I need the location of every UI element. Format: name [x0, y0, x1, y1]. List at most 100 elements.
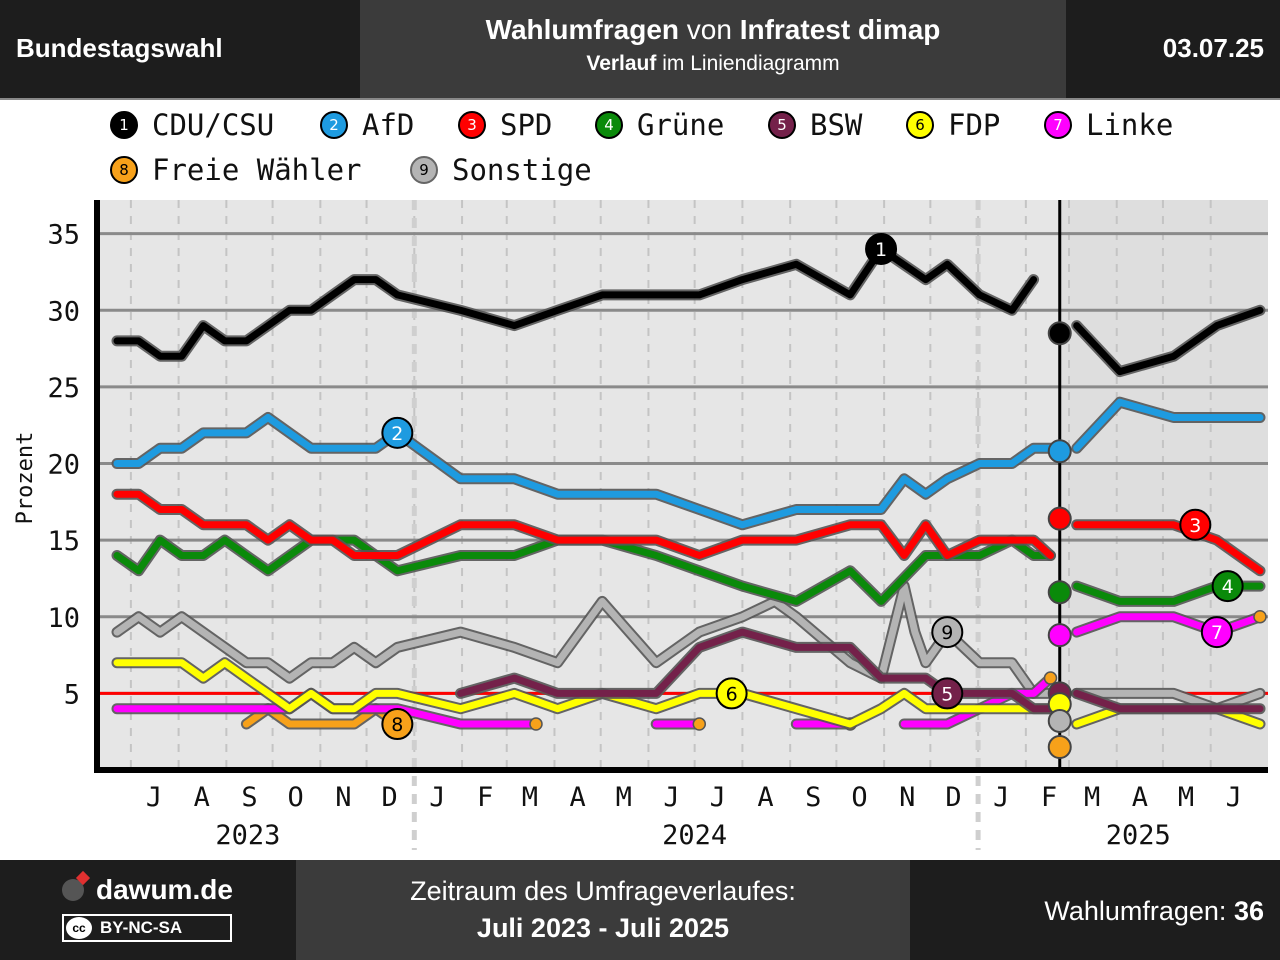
x-tick-label: D [382, 782, 398, 813]
x-tick-label: J [663, 782, 679, 813]
x-tick-label: M [616, 782, 632, 813]
chart-title: Wahlumfragen von Infratest dimap [485, 14, 941, 45]
date-label: 03.07.25 [1162, 33, 1264, 63]
x-tick-label: A [757, 782, 773, 813]
series-marker [1211, 570, 1244, 603]
legend-swatch: 4 [595, 111, 623, 139]
x-tick-label: F [1041, 782, 1057, 813]
series-marker-number: 4 [1222, 576, 1234, 598]
x-tick-label: D [945, 782, 961, 813]
x-tick-label: O [288, 782, 304, 813]
series-end-dot [1253, 610, 1267, 624]
legend: 1 CDU/CSU 2 AfD 3 SPD 4 Grüne 5 BSW 6 FDP 7 Linke 8 Fre… [0, 104, 1280, 194]
series-end-dot [529, 717, 543, 731]
footer-brand-block: dawum.de cc BY-NC-SA [0, 860, 296, 960]
series-marker [931, 616, 964, 649]
series-marker-number: 1 [875, 239, 887, 261]
header-divider [0, 98, 1280, 100]
legend-item: 3 SPD [458, 108, 552, 142]
y-tick-label: 20 [47, 450, 80, 481]
election-result-dot [1047, 580, 1072, 605]
series-marker [715, 677, 748, 710]
x-tick-label: N [899, 782, 915, 813]
license-label: BY-NC-SA [100, 918, 183, 937]
chart-subtitle: Verlauf im Liniendiagramm [586, 52, 840, 75]
footer-bar: dawum.de cc BY-NC-SA Zeitraum des Umfrag… [0, 860, 1280, 960]
year-label: 2024 [662, 820, 727, 851]
series-line [113, 536, 1054, 605]
election-result-dot [1047, 321, 1072, 346]
series-end-dot [692, 717, 707, 731]
election-result-dot [1047, 439, 1072, 464]
legend-item: 8 Freie Wähler [110, 153, 362, 187]
legend-item: 2 AfD [320, 108, 414, 142]
legend-label: Freie Wähler [152, 153, 362, 187]
poll-count: Wahlumfragen: 36 [1044, 896, 1264, 926]
legend-item: 5 BSW [768, 108, 862, 142]
period-block: Zeitraum des Umfrageverlaufes: Juli 2023… [296, 860, 910, 960]
legend-label: Sonstige [452, 153, 592, 187]
series-marker-number: 6 [726, 683, 738, 705]
y-tick-label: 35 [47, 220, 80, 251]
period-label: Zeitraum des Umfrageverlaufes: [410, 876, 796, 906]
legend-label: SPD [500, 108, 553, 142]
x-tick-label: J [710, 782, 726, 813]
series-line [1073, 306, 1264, 376]
x-tick-label: A [194, 782, 210, 813]
series-line [113, 659, 1054, 728]
election-result-dot [1047, 506, 1072, 531]
series-line [113, 245, 1038, 360]
plot-background-after-election [1059, 200, 1268, 770]
legend-label: CDU/CSU [152, 108, 275, 142]
year-label: 2023 [215, 820, 280, 851]
x-tick-label: N [335, 782, 351, 813]
series-marker-number: 3 [1189, 515, 1201, 537]
x-tick-label: J [1226, 782, 1242, 813]
series-line [113, 582, 1054, 697]
legend-item: 6 FDP [906, 108, 1000, 142]
series-line [1073, 521, 1264, 575]
x-tick-label: M [522, 782, 538, 813]
legend-swatch: 7 [1044, 111, 1072, 139]
series-line [113, 414, 1054, 529]
series-marker [865, 232, 898, 265]
legend-label: FDP [948, 108, 1001, 142]
legend-item: 4 Grüne [595, 108, 724, 142]
legend-label: AfD [362, 108, 415, 142]
chart-title-block: Wahlumfragen von Infratest dimap Verlauf… [360, 0, 1066, 98]
series-marker [381, 416, 414, 449]
brand[interactable]: dawum.de [62, 874, 233, 906]
year-label: 2025 [1106, 820, 1171, 851]
y-tick-label: 30 [47, 296, 80, 327]
globe-icon [62, 879, 84, 901]
legend-swatch: 5 [768, 111, 796, 139]
legend-label: Grüne [637, 108, 725, 142]
x-tick-label: F [477, 782, 493, 813]
period-value: Juli 2023 - Juli 2025 [476, 913, 730, 943]
y-tick-label: 15 [47, 526, 80, 557]
series-line [900, 674, 1054, 728]
election-title: Bundestagswahl [16, 33, 223, 63]
x-tick-label: J [429, 782, 445, 813]
series-marker [381, 708, 414, 741]
x-tick-label: O [851, 782, 867, 813]
series-line [1073, 398, 1264, 452]
series-line [457, 628, 1054, 713]
x-tick-label: J [146, 782, 162, 813]
series-line [1073, 689, 1264, 713]
legend-label: BSW [810, 108, 863, 142]
series-marker [1179, 508, 1212, 541]
cc-icon: cc [66, 917, 92, 939]
legend-label: Linke [1086, 108, 1174, 142]
legend-swatch: 3 [458, 111, 486, 139]
series-line [113, 490, 1054, 559]
series-marker-number: 9 [941, 622, 953, 644]
license-badge[interactable]: cc BY-NC-SA [62, 914, 232, 942]
series-end-dot [1043, 671, 1058, 685]
series-marker [931, 677, 964, 710]
series-marker-number: 5 [941, 683, 953, 705]
series-marker-number: 7 [1211, 622, 1223, 644]
x-tick-label: S [805, 782, 821, 813]
election-result-dot [1047, 735, 1072, 760]
x-tick-label: M [1084, 782, 1100, 813]
